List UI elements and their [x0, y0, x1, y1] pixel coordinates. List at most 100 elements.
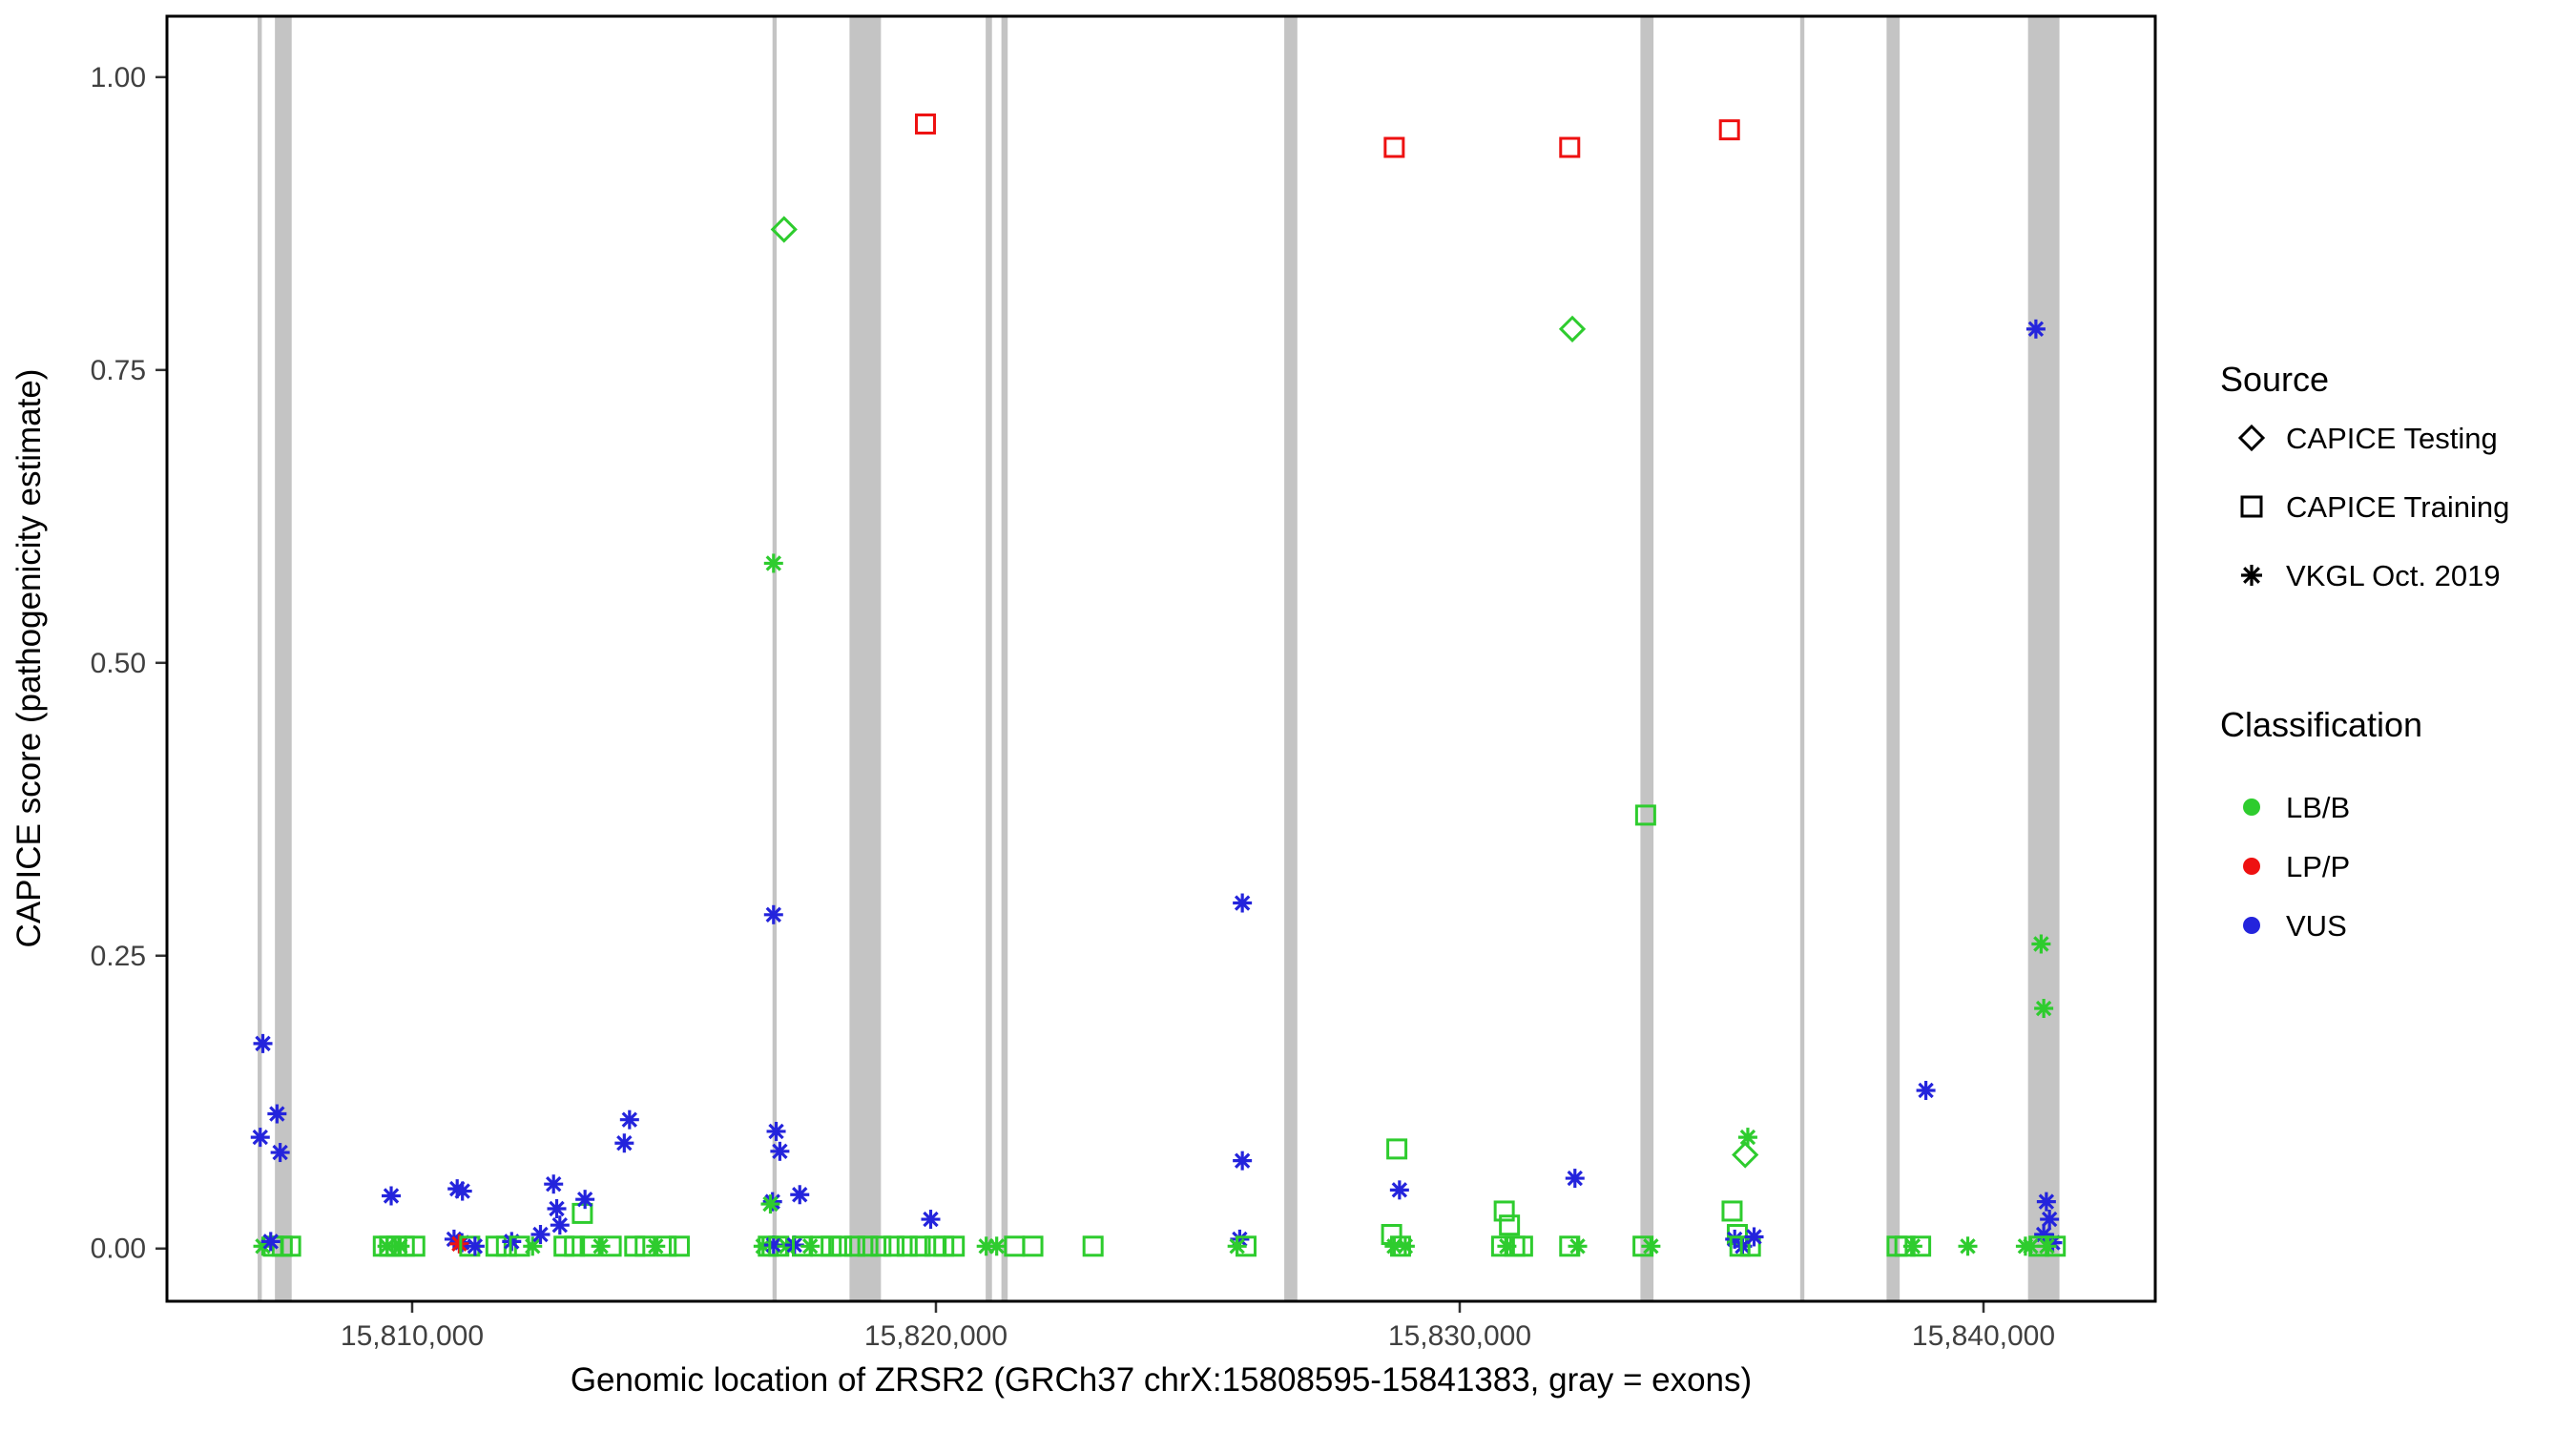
point-asterisk	[2034, 999, 2054, 1019]
exon-bar	[258, 16, 262, 1301]
point-square	[909, 1235, 931, 1257]
point-square	[600, 1235, 622, 1257]
point-asterisk	[2015, 1236, 2035, 1256]
point-square	[1493, 1200, 1515, 1222]
point-asterisk	[1958, 1236, 1978, 1256]
point-square	[870, 1235, 892, 1257]
point-square	[1022, 1235, 1044, 1257]
exon-bar	[1799, 16, 1805, 1301]
point-asterisk	[575, 1190, 595, 1210]
exon-bar	[275, 16, 292, 1301]
exon-bar	[2027, 16, 2060, 1301]
diamond-icon	[2237, 424, 2266, 452]
point-square	[843, 1235, 865, 1257]
point-asterisk	[1641, 1236, 1661, 1256]
point-asterisk	[2040, 1210, 2060, 1230]
point-square	[1499, 1214, 1521, 1236]
asterisk-icon	[2241, 565, 2262, 586]
y-axis-title: CAPICE score (pathogenicity estimate)	[10, 369, 48, 948]
legend-item-capice-testing: CAPICE Testing	[2237, 422, 2498, 455]
legend-item-vkgl: VKGL Oct. 2019	[2241, 559, 2501, 592]
x-tick-label: 15,820,000	[864, 1320, 1008, 1352]
point-asterisk	[763, 553, 783, 573]
vus-dot-icon	[2243, 917, 2260, 934]
square-icon	[2240, 495, 2263, 518]
exon-bars	[258, 16, 2060, 1301]
y-tick-label: 0.25	[91, 941, 146, 972]
point-asterisk	[1568, 1236, 1588, 1256]
point-diamond	[770, 216, 798, 243]
point-square	[2045, 1235, 2067, 1257]
point-asterisk	[1233, 1151, 1253, 1171]
x-axis-title: Genomic location of ZRSR2 (GRCh37 chrX:1…	[571, 1361, 1752, 1399]
data-points	[250, 113, 2067, 1257]
point-asterisk	[1389, 1180, 1409, 1200]
point-square	[1910, 1235, 1932, 1257]
lbb-dot-icon	[2243, 798, 2260, 816]
exon-bar	[1886, 16, 1901, 1301]
legend-item-vus: VUS	[2243, 909, 2347, 943]
point-asterisk	[544, 1174, 564, 1194]
x-tick-label: 15,830,000	[1388, 1320, 1531, 1352]
point-asterisk	[1227, 1236, 1247, 1256]
x-tick-label: 15,840,000	[1912, 1320, 2055, 1352]
point-asterisk	[2031, 934, 2051, 954]
legend-item-label: LB/B	[2286, 791, 2350, 824]
point-asterisk	[260, 1232, 280, 1252]
point-square	[1511, 1235, 1533, 1257]
point-asterisk	[465, 1236, 485, 1256]
point-asterisk	[2036, 1192, 2056, 1212]
point-square	[1634, 804, 1656, 826]
exon-bar	[772, 16, 778, 1301]
point-asterisk	[1565, 1169, 1585, 1189]
point-asterisk	[550, 1215, 570, 1235]
point-asterisk	[270, 1143, 290, 1163]
point-asterisk	[253, 1033, 273, 1053]
lpp-dot-icon	[2243, 858, 2260, 875]
point-square	[668, 1235, 690, 1257]
point-square	[655, 1235, 677, 1257]
legend-item-lbb: LB/B	[2243, 791, 2350, 824]
point-asterisk	[2025, 319, 2046, 339]
y-tick-label: 0.50	[91, 648, 146, 679]
legend-source-title: Source	[2220, 360, 2329, 399]
point-square	[1082, 1235, 1104, 1257]
point-square	[1718, 119, 1740, 141]
point-square	[1386, 1138, 1408, 1160]
point-asterisk	[530, 1225, 551, 1245]
legend-classification-title: Classification	[2220, 705, 2422, 744]
point-asterisk	[770, 1141, 790, 1161]
point-asterisk	[1916, 1080, 1936, 1100]
exon-bar	[1284, 16, 1298, 1301]
point-asterisk	[1233, 893, 1253, 913]
legend-item-capice-training: CAPICE Training	[2240, 490, 2509, 524]
point-asterisk	[547, 1198, 567, 1218]
exon-bar	[1640, 16, 1654, 1301]
point-asterisk	[523, 1236, 543, 1256]
legend-item-label: CAPICE Testing	[2286, 422, 2498, 455]
point-square	[571, 1202, 593, 1224]
point-square	[857, 1235, 879, 1257]
legend-item-label: VKGL Oct. 2019	[2286, 559, 2501, 592]
panel-border	[165, 14, 2157, 1303]
point-asterisk	[790, 1185, 810, 1205]
y-tick-label: 1.00	[91, 62, 146, 93]
legend-item-label: LP/P	[2286, 850, 2350, 883]
point-diamond	[1732, 1141, 1759, 1169]
legend-classification: Classification LB/B LP/P VUS	[2220, 705, 2422, 943]
point-asterisk	[1744, 1227, 1764, 1247]
point-square	[1004, 1235, 1026, 1257]
point-square	[1559, 136, 1581, 158]
exon-bar	[986, 16, 992, 1301]
x-tick-label: 15,810,000	[341, 1320, 484, 1352]
point-square	[1383, 136, 1405, 158]
axis-ticks: 15,810,000 15,820,000 15,830,000 15,840,000…	[91, 62, 2055, 1352]
point-square	[280, 1235, 301, 1257]
legend-item-label: CAPICE Training	[2286, 490, 2509, 524]
point-asterisk	[1384, 1236, 1404, 1256]
point-asterisk	[267, 1104, 287, 1124]
point-diamond	[1558, 315, 1587, 342]
point-square	[944, 1235, 966, 1257]
